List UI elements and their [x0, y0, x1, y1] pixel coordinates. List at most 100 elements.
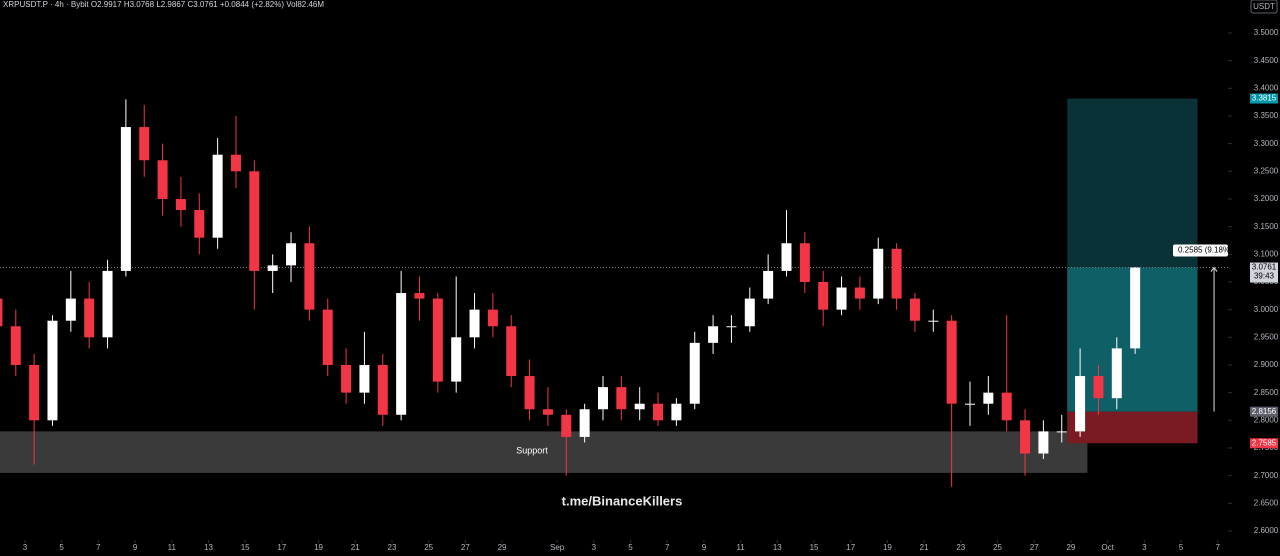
y-tick-label: 2.7000: [1254, 471, 1279, 480]
y-tick-label: 3.1500: [1254, 222, 1279, 231]
x-tick-label: 27: [1030, 543, 1039, 552]
x-tick-label: 23: [956, 543, 965, 552]
candle-body: [891, 248, 902, 299]
candle-body: [744, 298, 755, 327]
candle-body: [47, 320, 58, 421]
candle-body: [451, 337, 462, 382]
x-tick-label: Oct: [1101, 543, 1114, 552]
candle-body: [708, 326, 719, 343]
candle-body: [249, 171, 260, 271]
x-tick-label: 5: [628, 543, 633, 552]
candle-body: [1056, 431, 1067, 433]
candle-body: [377, 364, 388, 415]
candle-body: [157, 160, 168, 199]
y-tick-label: 2.9500: [1254, 332, 1279, 341]
y-tick-label: 2.8500: [1254, 388, 1279, 397]
stop-tag: 2.7585: [1252, 438, 1277, 447]
candle-body: [139, 127, 150, 161]
ohlc-high: H3.0768: [124, 0, 155, 9]
candle-body: [230, 154, 241, 172]
y-tick-label: 3.2000: [1254, 194, 1279, 203]
countdown: 39:43: [1254, 272, 1275, 281]
y-tick-label: 3.2500: [1254, 166, 1279, 175]
x-tick-label: 25: [993, 543, 1002, 552]
candle-body: [616, 387, 627, 410]
x-tick-label: 7: [665, 543, 670, 552]
y-tick-label: 2.8000: [1254, 415, 1279, 424]
candle-body: [341, 364, 352, 393]
candle-body: [671, 403, 682, 421]
x-tick-label: 29: [498, 543, 507, 552]
x-tick-label: 19: [314, 543, 323, 552]
candle-body: [194, 210, 205, 238]
x-tick-label: 11: [736, 543, 745, 552]
candle-body: [818, 281, 829, 310]
volume: Vol82.46M: [286, 0, 324, 9]
x-tick-label: 3: [23, 543, 28, 552]
candle-body: [964, 403, 975, 405]
overlays: 2.60002.65002.70002.75002.80002.85002.90…: [23, 28, 1279, 552]
watermark: t.me/BinanceKillers: [562, 493, 683, 508]
ohlc-close: C3.0761: [187, 0, 218, 9]
candle-body: [359, 364, 370, 393]
y-tick-label: 3.4500: [1254, 56, 1279, 65]
candles: [0, 99, 1141, 487]
candle-body: [414, 293, 425, 299]
candle-body: [29, 364, 40, 421]
candle-body: [1111, 348, 1122, 399]
x-tick-label: 19: [883, 543, 892, 552]
candle-body: [634, 403, 645, 410]
x-tick-label: 15: [241, 543, 250, 552]
candle-body: [854, 287, 865, 299]
y-tick-label: 3.3000: [1254, 139, 1279, 148]
y-tick-label: 2.9000: [1254, 360, 1279, 369]
candle-body: [469, 309, 480, 338]
y-tick-label: 2.6500: [1254, 498, 1279, 507]
x-tick-label: 9: [133, 543, 138, 552]
x-tick-label: 9: [702, 543, 707, 552]
candle-body: [487, 309, 498, 327]
x-tick-label: 21: [351, 543, 360, 552]
x-tick-label: Sep: [550, 543, 565, 552]
candle-body: [84, 298, 95, 338]
entry-tag: 2.8156: [1252, 407, 1277, 416]
candle-body: [799, 243, 810, 282]
y-tick-label: 3.0000: [1254, 305, 1279, 314]
y-tick-label: 3.5000: [1254, 28, 1279, 37]
candle-body: [542, 409, 553, 415]
candle-body: [946, 320, 957, 404]
x-tick-label: 29: [1066, 543, 1075, 552]
target-tag-box: [1250, 93, 1278, 104]
measure-arrowhead: [1210, 266, 1218, 272]
candle-body: [909, 298, 920, 321]
candle-body: [1038, 431, 1049, 454]
candle-body: [1093, 376, 1104, 399]
candle-body: [653, 403, 664, 421]
candle-body: [0, 298, 3, 327]
price-change: +0.0844 (+2.82%): [220, 0, 284, 9]
support-label: Support: [516, 446, 548, 456]
x-tick-label: 21: [920, 543, 929, 552]
ohlc-open: O2.9917: [91, 0, 122, 9]
x-tick-label: 23: [388, 543, 397, 552]
last-price-box: [1250, 262, 1278, 283]
candle-body: [561, 414, 572, 437]
y-tick-label: 3.4000: [1254, 83, 1279, 92]
candle-body: [1020, 420, 1031, 454]
currency: USDT: [1253, 2, 1275, 11]
candle-body: [175, 198, 186, 211]
support-zone: [0, 431, 1088, 473]
x-tick-label: 27: [461, 543, 470, 552]
x-tick-label: 17: [846, 543, 855, 552]
candle-body: [1075, 376, 1086, 432]
entry-tag-box: [1250, 406, 1278, 417]
candle-body: [836, 287, 847, 310]
ohlc-low: L2.9867: [156, 0, 185, 9]
candle-body: [781, 243, 792, 271]
candle-body: [763, 270, 774, 299]
x-tick-label: 15: [810, 543, 819, 552]
candle-body: [928, 320, 939, 322]
stop-zone: [1067, 411, 1198, 444]
x-tick-label: 3: [1142, 543, 1147, 552]
